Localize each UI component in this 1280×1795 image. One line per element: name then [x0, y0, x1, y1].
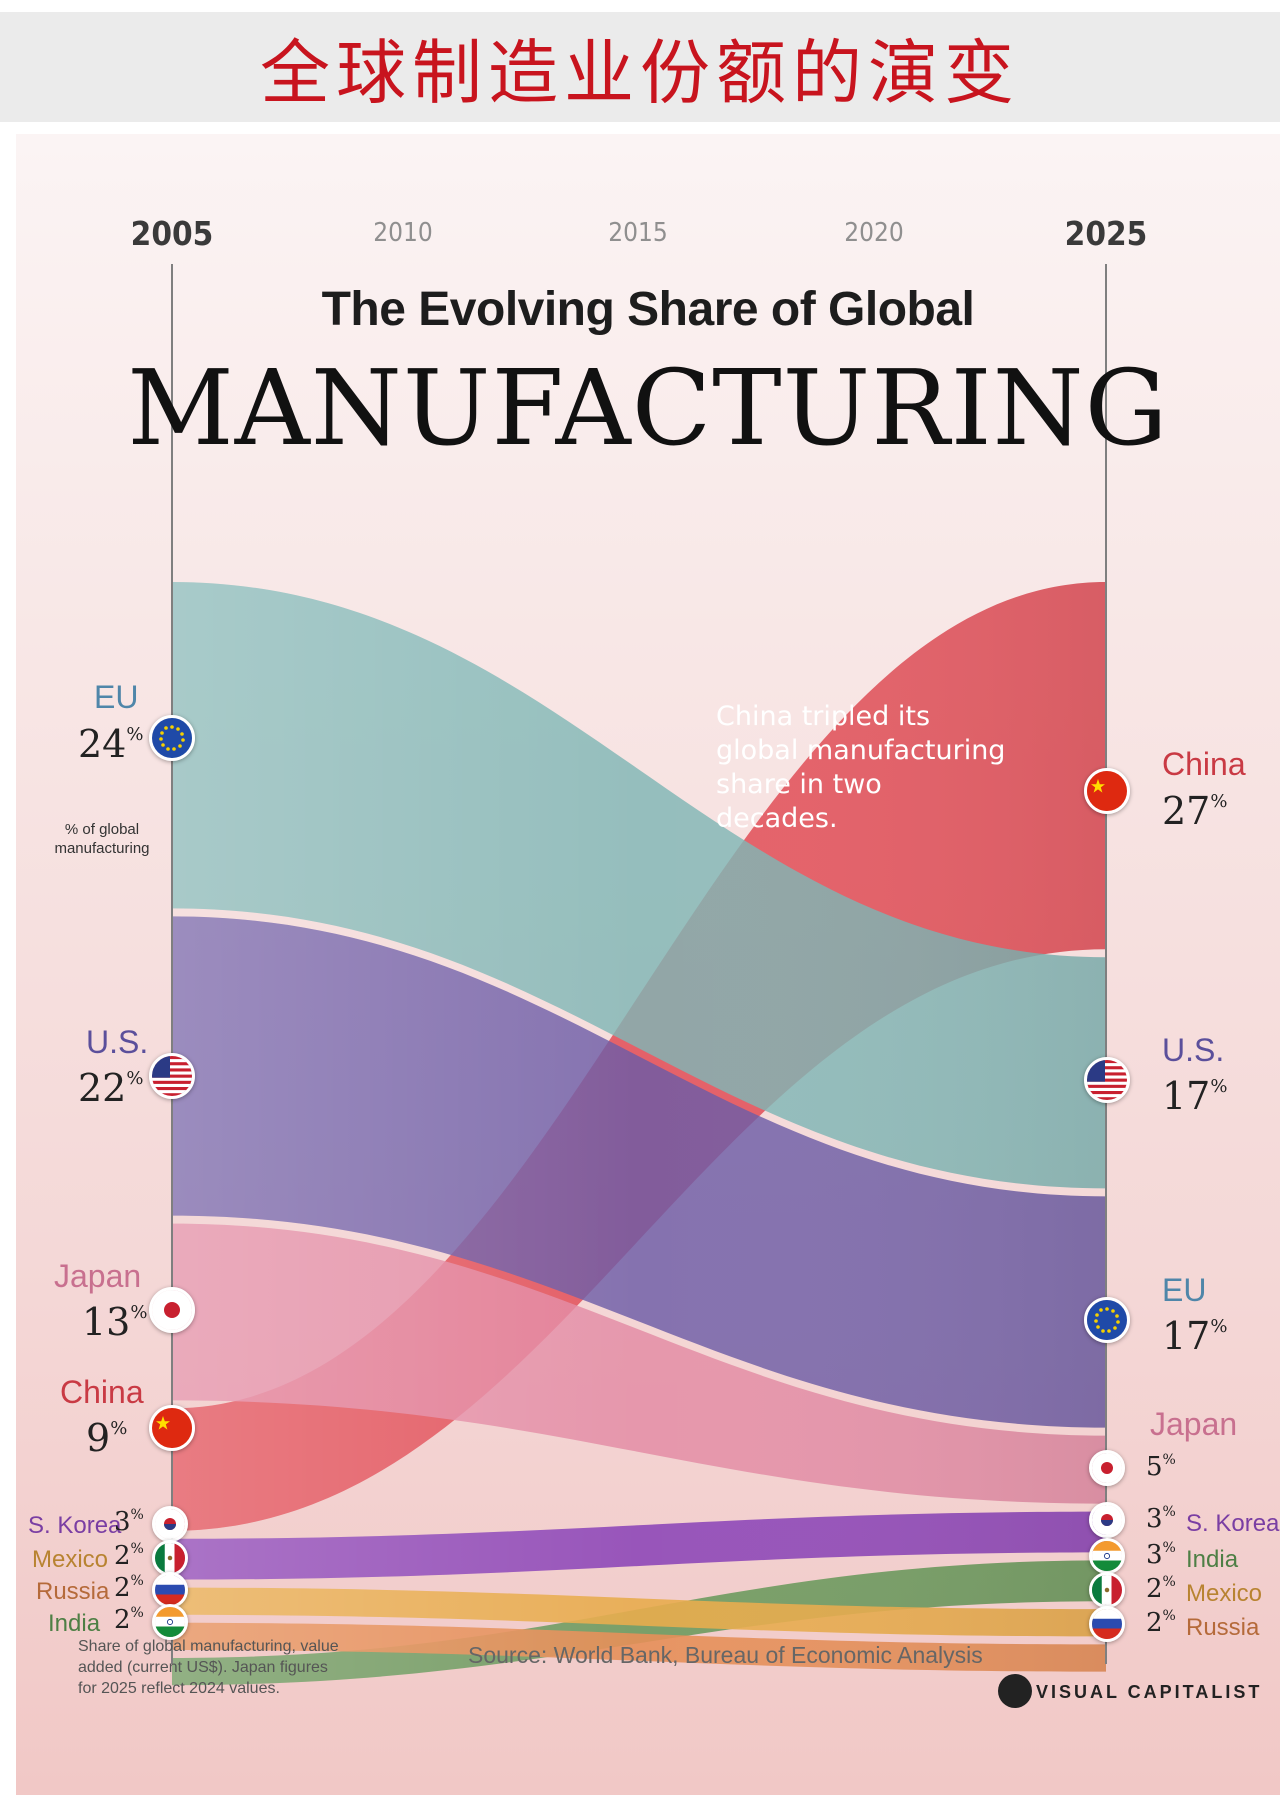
stream-shade	[172, 1622, 1106, 1672]
footnote: Share of global manufacturing, value add…	[78, 1638, 339, 1697]
flag-us-2025-icon	[1084, 1057, 1130, 1103]
label-us-2005: U.S.	[86, 1024, 149, 1060]
label-china-2025: China	[1162, 746, 1246, 782]
value-eu-2005: 24%	[78, 722, 144, 766]
value-skorea-2005: 3%	[114, 1507, 144, 1537]
stream-shade	[172, 1587, 1106, 1637]
banner-title: 全球制造业份额的演变	[260, 31, 1020, 114]
value-russia-2005: 2%	[114, 1573, 144, 1603]
axis-line-2005	[171, 264, 173, 1664]
value-china-2025: 27%	[1162, 789, 1228, 833]
label-japan-2025: Japan	[1150, 1406, 1238, 1442]
label-india-2025: India	[1186, 1546, 1239, 1573]
flag-india-2025-icon	[1089, 1538, 1125, 1574]
value-india-2005: 2%	[114, 1605, 144, 1635]
flag-skorea-icon	[152, 1506, 188, 1542]
source-note: Source: World Bank, Bureau of Economic A…	[468, 1642, 983, 1668]
value-china-2005: 9%	[86, 1416, 128, 1460]
stream-chart	[172, 582, 1106, 1686]
value-russia-2025: 2%	[1146, 1608, 1176, 1638]
flag-eu-2025-icon	[1084, 1297, 1130, 1343]
flag-china-2025-icon	[1084, 768, 1130, 814]
label-russia-2025: Russia	[1186, 1614, 1260, 1641]
brand-name: VISUAL CAPITALIST	[1036, 1682, 1263, 1702]
label-skorea-2005: S. Korea	[28, 1512, 122, 1539]
stream-shade	[172, 916, 1106, 1428]
china-annotation: China tripled its global manufacturing s…	[716, 701, 1006, 834]
top-banner: 全球制造业份额的演变	[0, 12, 1280, 122]
value-eu-2025: 17%	[1162, 1314, 1228, 1358]
flag-russia-2025-icon	[1089, 1606, 1125, 1642]
unit-note: % of global manufacturing	[54, 821, 150, 857]
label-eu-2025: EU	[1162, 1272, 1207, 1308]
year-label-2010: 2010	[373, 218, 433, 248]
label-india-2005: India	[48, 1610, 101, 1637]
value-us-2025: 17%	[1162, 1074, 1228, 1118]
flag-china-icon	[149, 1405, 195, 1451]
flag-mexico-icon	[152, 1540, 188, 1576]
stream-shade	[172, 582, 1106, 1189]
flag-eu-icon	[149, 715, 195, 761]
year-label-2025: 2025	[1064, 214, 1148, 253]
label-russia-2005: Russia	[36, 1578, 110, 1605]
label-china-2005: China	[60, 1374, 144, 1410]
chart-title-line1: The Evolving Share of Global	[321, 283, 975, 336]
year-label-2015: 2015	[608, 218, 668, 248]
axis-line-2025	[1105, 264, 1107, 1664]
flag-skorea-2025-icon	[1089, 1502, 1125, 1538]
brand-logo-icon	[998, 1674, 1032, 1708]
label-skorea-2025: S. Korea	[1186, 1510, 1280, 1537]
flag-us-icon	[149, 1053, 195, 1099]
label-mexico-2025: Mexico	[1186, 1580, 1263, 1607]
value-mexico-2025: 2%	[1146, 1574, 1176, 1604]
flag-japan-icon	[149, 1287, 195, 1333]
label-us-2025: U.S.	[1162, 1032, 1225, 1068]
label-mexico-2005: Mexico	[32, 1546, 109, 1573]
flag-japan-2025-icon	[1089, 1450, 1125, 1486]
value-mexico-2005: 2%	[114, 1541, 144, 1571]
value-japan-2005: 13%	[82, 1300, 148, 1344]
flag-russia-icon	[152, 1572, 188, 1608]
flag-india-icon	[152, 1604, 188, 1640]
value-us-2005: 22%	[78, 1066, 144, 1110]
value-india-2025: 3%	[1146, 1540, 1176, 1570]
label-japan-2005: Japan	[54, 1258, 142, 1294]
year-label-2020: 2020	[844, 218, 904, 248]
chart-title-line2: MANUFACTURING	[127, 347, 1169, 469]
year-label-2005: 2005	[130, 214, 214, 253]
label-eu-2005: EU	[94, 679, 139, 715]
value-skorea-2025: 3%	[1146, 1504, 1176, 1534]
stream-shade	[172, 1223, 1106, 1504]
flag-mexico-2025-icon	[1089, 1572, 1125, 1608]
stream-shade	[172, 1511, 1106, 1580]
value-japan-2025: 5%	[1146, 1452, 1176, 1482]
infographic-poster: 2005 2010 2015 2020 2025 The Evolving Sh…	[16, 134, 1280, 1795]
